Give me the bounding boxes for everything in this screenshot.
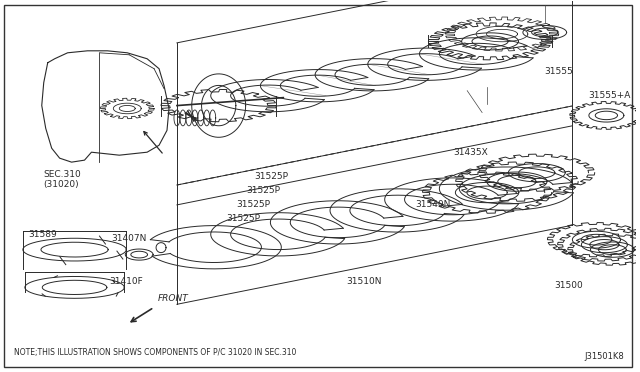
Text: 31525P: 31525P	[237, 200, 271, 209]
Text: 31407N: 31407N	[111, 234, 147, 243]
Text: 31410F: 31410F	[109, 278, 143, 286]
Text: J31501K8: J31501K8	[584, 352, 624, 361]
Text: 31435X: 31435X	[453, 148, 488, 157]
Text: 31525P: 31525P	[227, 214, 260, 223]
Text: 31540N: 31540N	[415, 200, 451, 209]
Text: NOTE;THIS ILLUSTRATION SHOWS COMPONENTS OF P/C 31020 IN SEC.310: NOTE;THIS ILLUSTRATION SHOWS COMPONENTS …	[14, 348, 296, 357]
Text: 31589: 31589	[28, 230, 56, 239]
Text: 31555+A: 31555+A	[588, 90, 631, 100]
Text: FRONT: FRONT	[158, 294, 189, 303]
Text: SEC.310
(31020): SEC.310 (31020)	[44, 170, 81, 189]
Text: 31555: 31555	[545, 67, 573, 76]
Text: 31525P: 31525P	[246, 186, 280, 195]
Text: 31525P: 31525P	[255, 172, 289, 181]
Text: 31500: 31500	[555, 282, 584, 291]
Text: 31510N: 31510N	[346, 278, 381, 286]
